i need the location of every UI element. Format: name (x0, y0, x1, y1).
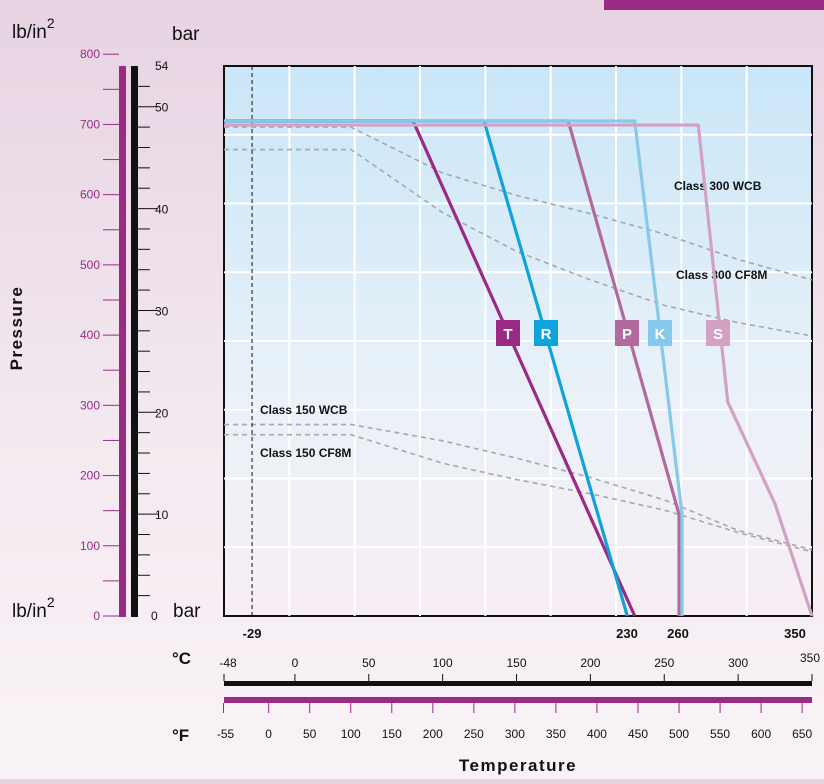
fahrenheit-tick-label: 400 (587, 727, 607, 741)
psi-tick-label: 700 (80, 117, 100, 131)
bar-tick-label: 30 (155, 304, 169, 318)
reference-curve-label: Class 150 CF8M (260, 446, 351, 460)
series-tag-box (615, 320, 639, 346)
celsius-unit: °C (172, 649, 191, 668)
celsius-tick-label: 100 (433, 656, 453, 670)
bar-scale-bar (131, 66, 138, 617)
fahrenheit-tick-label: 100 (341, 727, 361, 741)
fahrenheit-tick-label: 200 (423, 727, 443, 741)
celsius-tick-label: 0 (292, 656, 299, 670)
series-tag-box (706, 320, 730, 346)
bar-unit-bottom: bar (173, 601, 201, 622)
celsius-tick-label: -48 (219, 656, 237, 670)
bar-tick-label: 20 (155, 406, 169, 420)
fahrenheit-tick-label: 500 (669, 727, 689, 741)
celsius-tick-label: 150 (507, 656, 527, 670)
series-tag-label: R (541, 326, 552, 343)
psi-tick-label: 0 (93, 609, 100, 623)
psi-tick-label: 600 (80, 188, 100, 202)
bar-tick-label: 10 (155, 508, 169, 522)
series-tag-label: K (655, 326, 666, 343)
bar-tick-label: 54 (155, 59, 169, 73)
highlight-temp-label: 350 (784, 626, 806, 641)
psi-unit-bottom: lb/in2 (12, 594, 55, 622)
celsius-tick-label: 250 (654, 656, 674, 670)
header-accent-bar (604, 0, 824, 10)
bar-tick-label: 50 (155, 101, 169, 115)
psi-scale-bar (119, 66, 126, 617)
reference-curve-label: Class 300 CF8M (676, 268, 767, 282)
series-tag-label: S (713, 326, 723, 343)
series-tag-label: T (503, 326, 512, 343)
fahrenheit-tick-label: -55 (217, 727, 235, 741)
fahrenheit-tick-label: 450 (628, 727, 648, 741)
series-tag-box (534, 320, 558, 346)
fahrenheit-tick-label: 350 (546, 727, 566, 741)
highlight-temp-label: 230 (616, 626, 638, 641)
celsius-tick-label: 50 (362, 656, 376, 670)
reference-curve-label: Class 150 WCB (260, 403, 348, 417)
psi-tick-label: 800 (80, 47, 100, 61)
celsius-tick-label: 350 (800, 651, 820, 665)
celsius-tick-label: 200 (580, 656, 600, 670)
fahrenheit-tick-label: 0 (265, 727, 272, 741)
reference-curve (224, 433, 813, 553)
reference-curve-label: Class 300 WCB (674, 179, 762, 193)
fahrenheit-tick-label: 250 (464, 727, 484, 741)
fahrenheit-tick-label: 550 (710, 727, 730, 741)
series-line (224, 119, 684, 616)
series-tag-box (496, 320, 520, 346)
x-axis-title: Temperature (459, 756, 577, 775)
fahrenheit-axis-bar (224, 697, 812, 703)
bar-tick-label: 40 (155, 203, 169, 217)
y-axis-title: Pressure (7, 286, 26, 371)
reference-curve (224, 126, 813, 281)
series-tag-box (648, 320, 672, 346)
fahrenheit-tick-label: 50 (303, 727, 317, 741)
fahrenheit-tick-label: 600 (751, 727, 771, 741)
fahrenheit-tick-label: 650 (792, 727, 812, 741)
psi-tick-label: 300 (80, 398, 100, 412)
series-tag-label: P (622, 326, 632, 343)
bar-unit-top: bar (172, 24, 200, 45)
series-line (224, 123, 814, 617)
celsius-axis-bar (224, 681, 812, 686)
psi-tick-label: 100 (80, 539, 100, 553)
highlight-temp-label: 260 (667, 626, 689, 641)
highlight-temp-label: -29 (243, 626, 262, 641)
fahrenheit-tick-label: 150 (382, 727, 402, 741)
fahrenheit-tick-label: 300 (505, 727, 525, 741)
psi-tick-label: 400 (80, 328, 100, 342)
reference-curve (224, 423, 813, 551)
psi-unit-top: lb/in2 (12, 15, 55, 43)
bar-tick-label: 0 (151, 609, 158, 623)
fahrenheit-unit: °F (172, 726, 189, 745)
psi-tick-label: 500 (80, 258, 100, 272)
reference-curve (224, 148, 813, 337)
psi-tick-label: 200 (80, 469, 100, 483)
celsius-tick-label: 300 (728, 656, 748, 670)
